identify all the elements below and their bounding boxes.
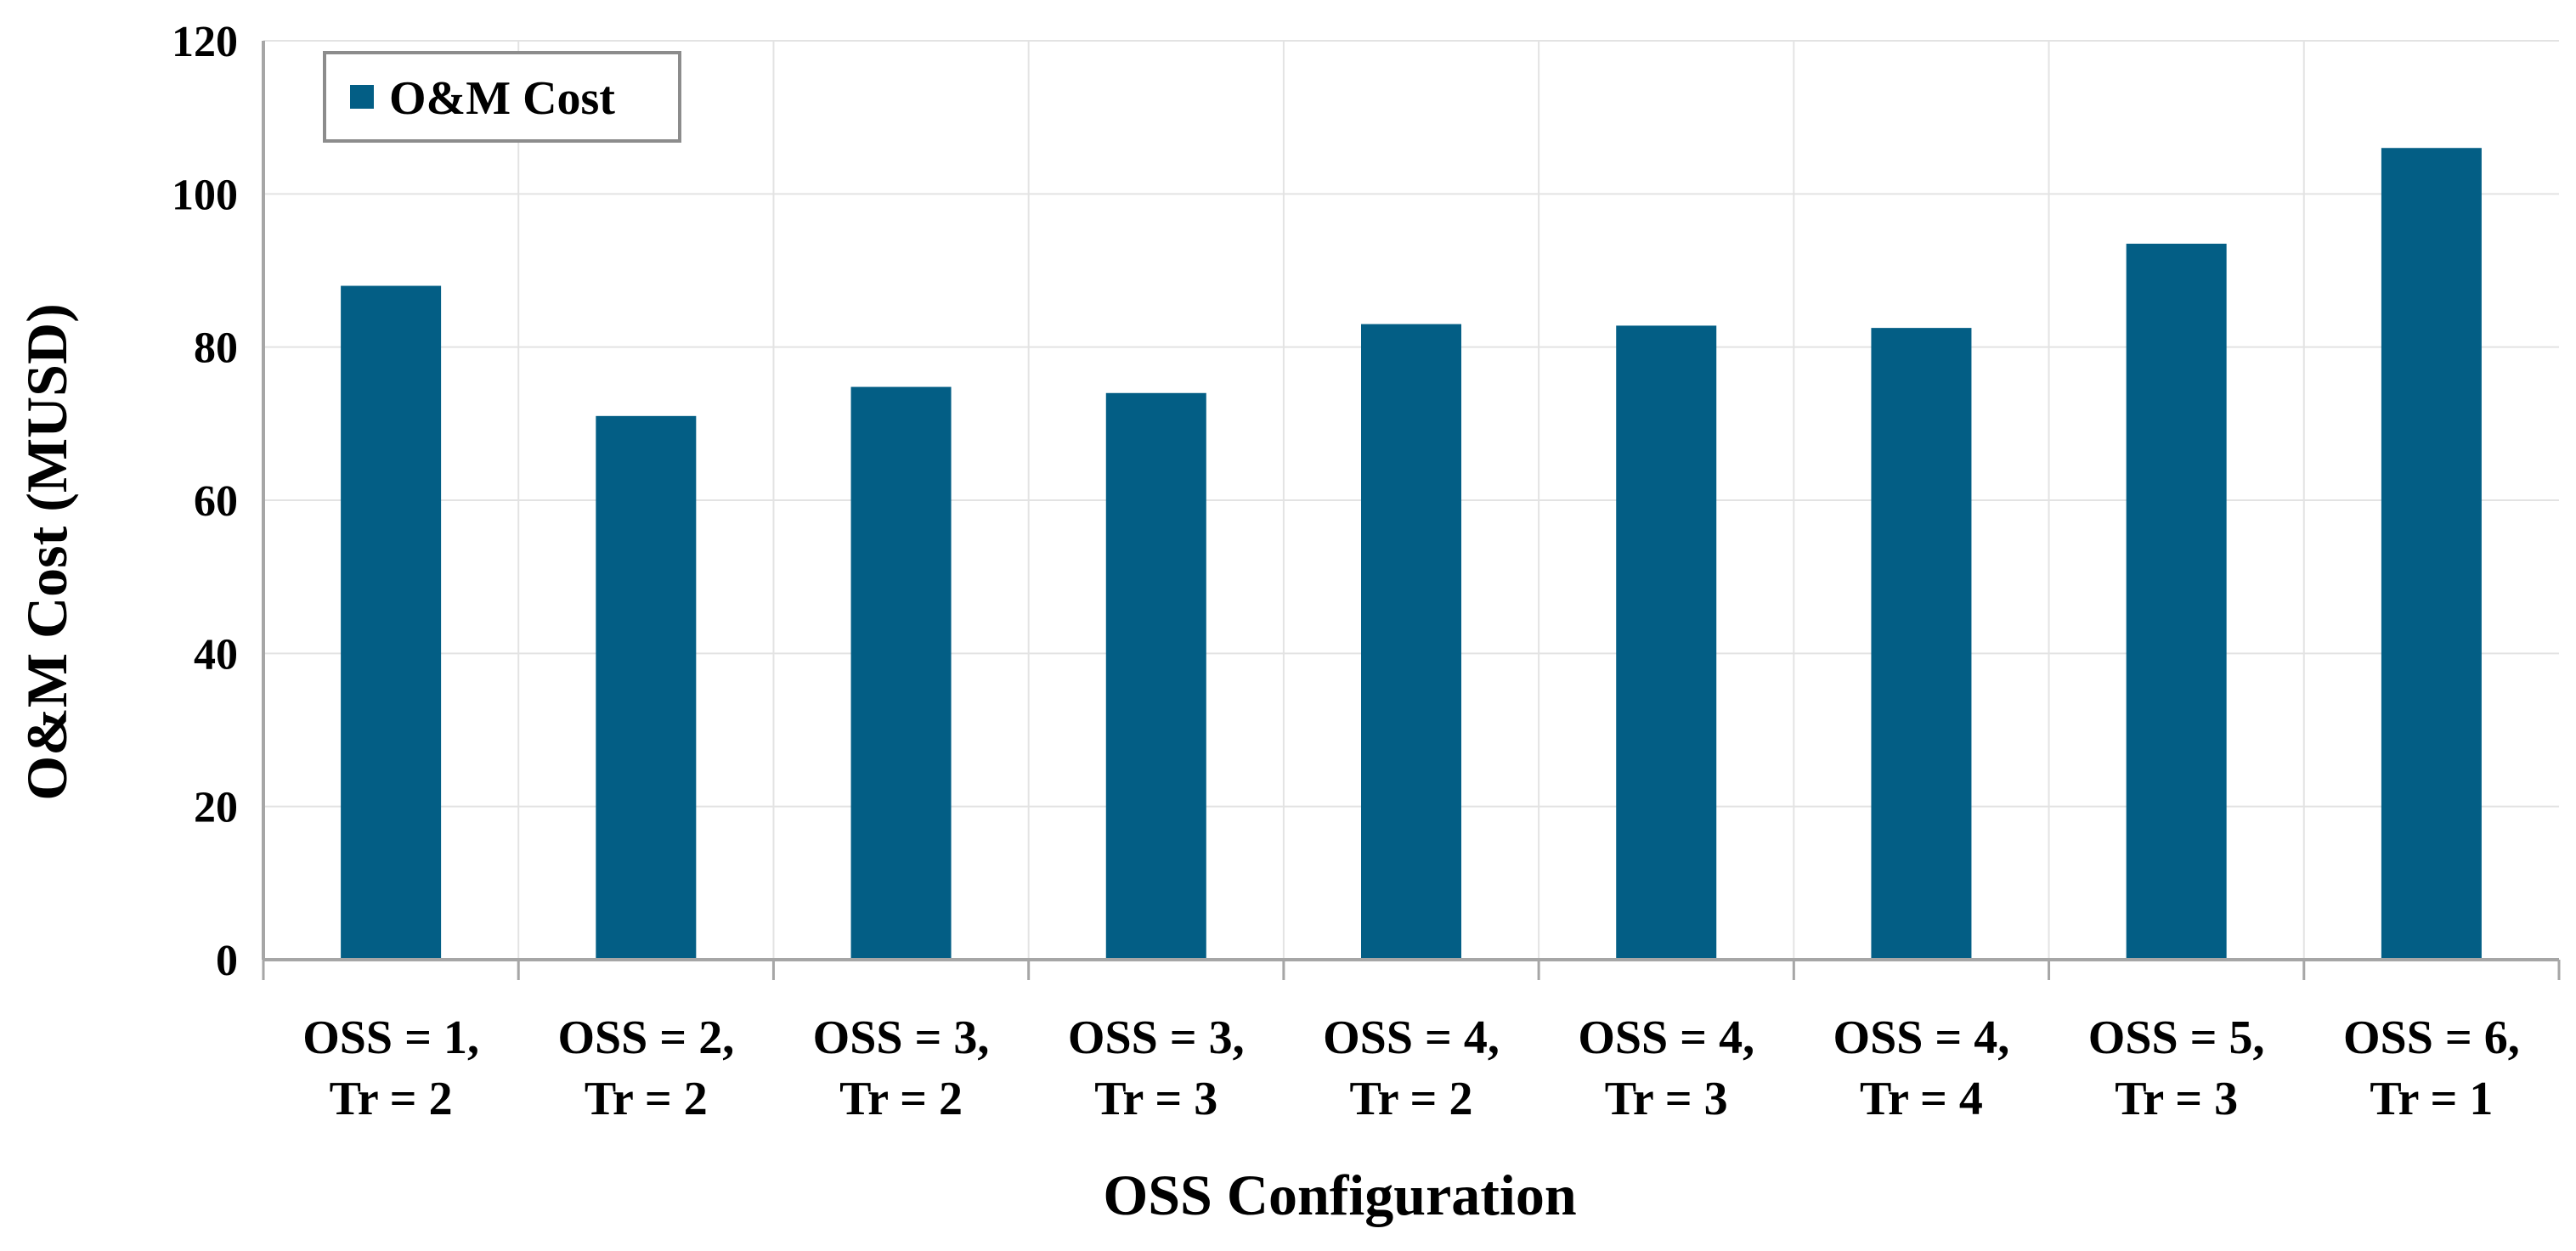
x-tick-labels: OSS = 1, Tr = 2 OSS = 2, Tr = 2 OSS = 3, Tr =… — [302, 1012, 2520, 1125]
x-tick-label: OSS = 4, — [1578, 1012, 1754, 1064]
legend-label: O&M Cost — [389, 72, 615, 125]
legend-swatch — [350, 85, 374, 109]
y-tick-label: 20 — [194, 784, 238, 832]
legend: O&M Cost — [323, 51, 681, 143]
x-tick-label: Tr = 1 — [2370, 1073, 2493, 1125]
axes — [262, 41, 2561, 980]
bar — [1361, 324, 1461, 960]
x-tick-label: Tr = 3 — [1094, 1073, 1217, 1125]
x-tick-label: Tr = 3 — [2115, 1073, 2238, 1125]
x-tick-label: OSS = 3, — [813, 1012, 990, 1064]
x-tick-label: OSS = 3, — [1068, 1012, 1245, 1064]
bar — [850, 386, 952, 960]
y-tick-label: 100 — [172, 171, 238, 219]
bar — [596, 415, 697, 961]
bar — [1105, 392, 1206, 960]
bar — [2126, 243, 2227, 961]
y-tick-label: 80 — [194, 324, 238, 373]
y-axis-title: O&M Cost (MUSD) — [14, 303, 79, 800]
bar — [1616, 325, 1717, 960]
x-tick-label: Tr = 2 — [1350, 1073, 1473, 1125]
bar — [1871, 328, 1972, 960]
x-axis-title: OSS Configuration — [1103, 1163, 1576, 1227]
bar — [341, 285, 442, 960]
x-tick-label: OSS = 4, — [1323, 1012, 1500, 1064]
y-tick-label: 120 — [172, 18, 238, 66]
bar-series — [341, 148, 2482, 961]
bar — [2381, 148, 2482, 960]
x-tick-label: Tr = 3 — [1605, 1073, 1728, 1125]
x-tick-label: Tr = 4 — [1860, 1073, 1983, 1125]
x-tick-label: Tr = 2 — [839, 1073, 963, 1125]
x-tick-label: Tr = 2 — [585, 1073, 708, 1125]
y-tick-label: 0 — [216, 937, 238, 985]
y-tick-label: 60 — [194, 477, 238, 526]
y-tick-labels: 0 20 40 60 80 100 120 — [172, 18, 238, 985]
y-tick-label: 40 — [194, 630, 238, 679]
x-tick-label: OSS = 2, — [557, 1012, 734, 1064]
x-tick-label: OSS = 5, — [2088, 1012, 2265, 1064]
x-tick-label: OSS = 1, — [302, 1012, 479, 1064]
x-tick-label: OSS = 4, — [1833, 1012, 2010, 1064]
x-tick-label: OSS = 6, — [2343, 1012, 2520, 1064]
legend-box — [323, 51, 681, 143]
x-tick-label: Tr = 2 — [330, 1073, 453, 1125]
